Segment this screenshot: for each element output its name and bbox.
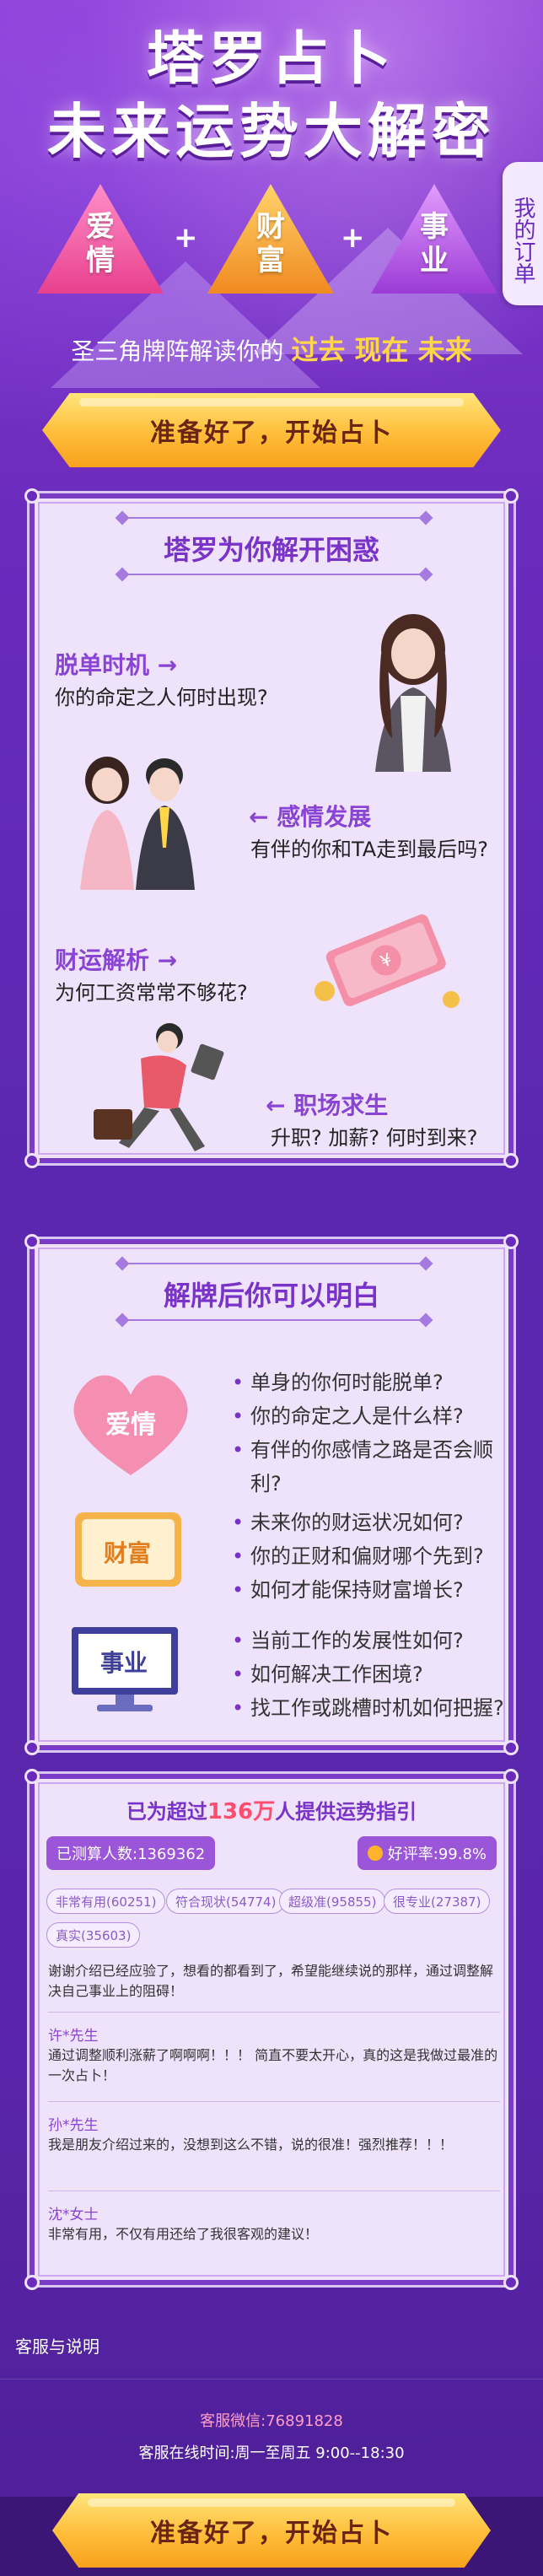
- reviews-card: 已为超过136万人提供运势指引 已测算人数:1369362 好评率:99.8% …: [24, 1769, 519, 2290]
- subtitle-highlight: 过去 现在 未来: [291, 334, 472, 366]
- hero-title-line1: 塔罗占卜: [146, 25, 396, 93]
- single-timing-text: 你的命定之人何时出现?: [55, 686, 268, 709]
- career-heading: ← 职场求生: [266, 1091, 389, 1119]
- list-item: 有伴的你感情之路是否会顺利?: [232, 1433, 513, 1501]
- title-ornament: [122, 574, 426, 575]
- wealth-questions-list: 未来你的财运状况如何? 你的正财和偏财哪个先到? 如何才能保持财富增长?: [232, 1506, 484, 1607]
- wealth-heading: 财运解析 →: [55, 946, 178, 974]
- list-item: 你的命定之人是什么样?: [232, 1399, 513, 1433]
- list-item: 当前工作的发展性如何?: [232, 1624, 504, 1657]
- love-triangle-badge: 爱 情: [37, 184, 164, 294]
- support-hours: 客服在线时间:周一至周五 9:00--18:30: [138, 2444, 405, 2462]
- review-text: 我是朋友介绍过来的，没想到这么不错，说的很准！强烈推荐！！！: [48, 2137, 454, 2153]
- list-item: 单身的你何时能脱单?: [232, 1366, 513, 1399]
- businessman-illustration: [94, 1023, 224, 1151]
- my-orders-tab[interactable]: 我的订单: [503, 162, 543, 305]
- woman-illustration: [375, 614, 451, 772]
- review-text: 谢谢介绍已经应验了，想看的都看到了，希望能继续说的那样，通过调整解决自己事业上的…: [48, 1963, 494, 1999]
- heart-icon: 爱情: [73, 1375, 188, 1475]
- review-tag[interactable]: 真实(35603): [46, 1922, 141, 1948]
- review-tag[interactable]: 超级准(95855): [279, 1889, 386, 1914]
- smile-icon: [367, 1846, 383, 1861]
- wealth-text: 为何工资常常不够花?: [55, 981, 248, 1005]
- list-item: 如何解决工作困境?: [232, 1657, 504, 1691]
- start-divination-button-bottom[interactable]: 准备好了，开始占卜: [52, 2493, 491, 2568]
- review-tag[interactable]: 很专业(27387): [384, 1889, 491, 1914]
- list-item: 你的正财和偏财哪个先到?: [232, 1539, 484, 1573]
- review-text: 非常有用，不仅有用还给了我很客观的建议！: [48, 2226, 319, 2242]
- career-triangle-badge: 事 业: [371, 184, 497, 294]
- start-divination-button[interactable]: 准备好了，开始占卜: [42, 393, 501, 467]
- reviewer-name: 沈*女士: [48, 2207, 99, 2223]
- career-questions-list: 当前工作的发展性如何? 如何解决工作困境? 找工作或跳槽时机如何把握?: [232, 1624, 504, 1725]
- relationship-heading: ← 感情发展: [249, 803, 372, 831]
- list-item: 未来你的财运状况如何?: [232, 1506, 484, 1539]
- couple-illustration: [80, 757, 195, 890]
- divider: [48, 2101, 500, 2102]
- support-wechat: 客服微信:76891828: [200, 2412, 343, 2430]
- answers-card: 解牌后你可以明白 爱情 单身的你何时能脱单? 你的命定之人是什么样? 有伴的你感…: [24, 1234, 519, 1755]
- svg-text:事业: 事业: [100, 1649, 148, 1677]
- wealth-triangle-badge: 财 富: [207, 184, 334, 294]
- plus-sign: +: [174, 221, 198, 255]
- tested-count-badge: 已测算人数:1369362: [46, 1836, 216, 1870]
- list-item: 找工作或跳槽时机如何把握?: [232, 1691, 504, 1725]
- reviewer-name: 孙*先生: [48, 2117, 99, 2134]
- title-ornament: [122, 1319, 426, 1321]
- plus-sign: +: [341, 221, 365, 255]
- rating-badge: 好评率:99.8%: [357, 1836, 497, 1870]
- divider: [48, 2012, 500, 2013]
- wallet-icon: 财富: [75, 1512, 181, 1587]
- money-illustration: ¥: [315, 914, 460, 1008]
- svg-text:爱情: 爱情: [105, 1410, 156, 1440]
- user-count-headline: 已为超过136万人提供运势指引: [126, 1799, 417, 1824]
- svg-text:财富: 财富: [104, 1539, 151, 1567]
- relationship-text: 有伴的你和TA走到最后吗?: [250, 838, 488, 861]
- list-item: 如何才能保持财富增长?: [232, 1573, 484, 1607]
- hero-subtitle: 圣三角牌阵解读你的 过去 现在 未来: [71, 334, 472, 366]
- love-questions-list: 单身的你何时能脱单? 你的命定之人是什么样? 有伴的你感情之路是否会顺利?: [232, 1366, 513, 1501]
- single-timing-heading: 脱单时机 →: [55, 651, 178, 679]
- hero-title-line2: 未来运势大解密: [47, 96, 496, 166]
- answers-card-title: 解牌后你可以明白: [163, 1280, 379, 1312]
- support-info-heading[interactable]: 客服与说明: [15, 2336, 99, 2357]
- career-text: 升职? 加薪? 何时到来?: [271, 1126, 478, 1150]
- title-ornament: [122, 1263, 426, 1264]
- review-text: 通过调整顺利涨薪了啊啊啊！！！ 简直不要太开心，真的这是我做过最准的一次占卜！: [48, 2047, 498, 2083]
- title-ornament: [122, 517, 426, 519]
- problems-card: 塔罗为你解开困惑 脱单时机 → 你的命定之人何时出现? ← 感情发展 有伴的你和…: [24, 488, 519, 1168]
- monitor-icon: 事业: [72, 1627, 178, 1711]
- reviewer-name: 许*先生: [48, 2028, 99, 2045]
- review-tag[interactable]: 符合现状(54774): [166, 1889, 286, 1914]
- review-tag[interactable]: 非常有用(60251): [46, 1889, 166, 1914]
- problems-card-title: 塔罗为你解开困惑: [163, 534, 379, 566]
